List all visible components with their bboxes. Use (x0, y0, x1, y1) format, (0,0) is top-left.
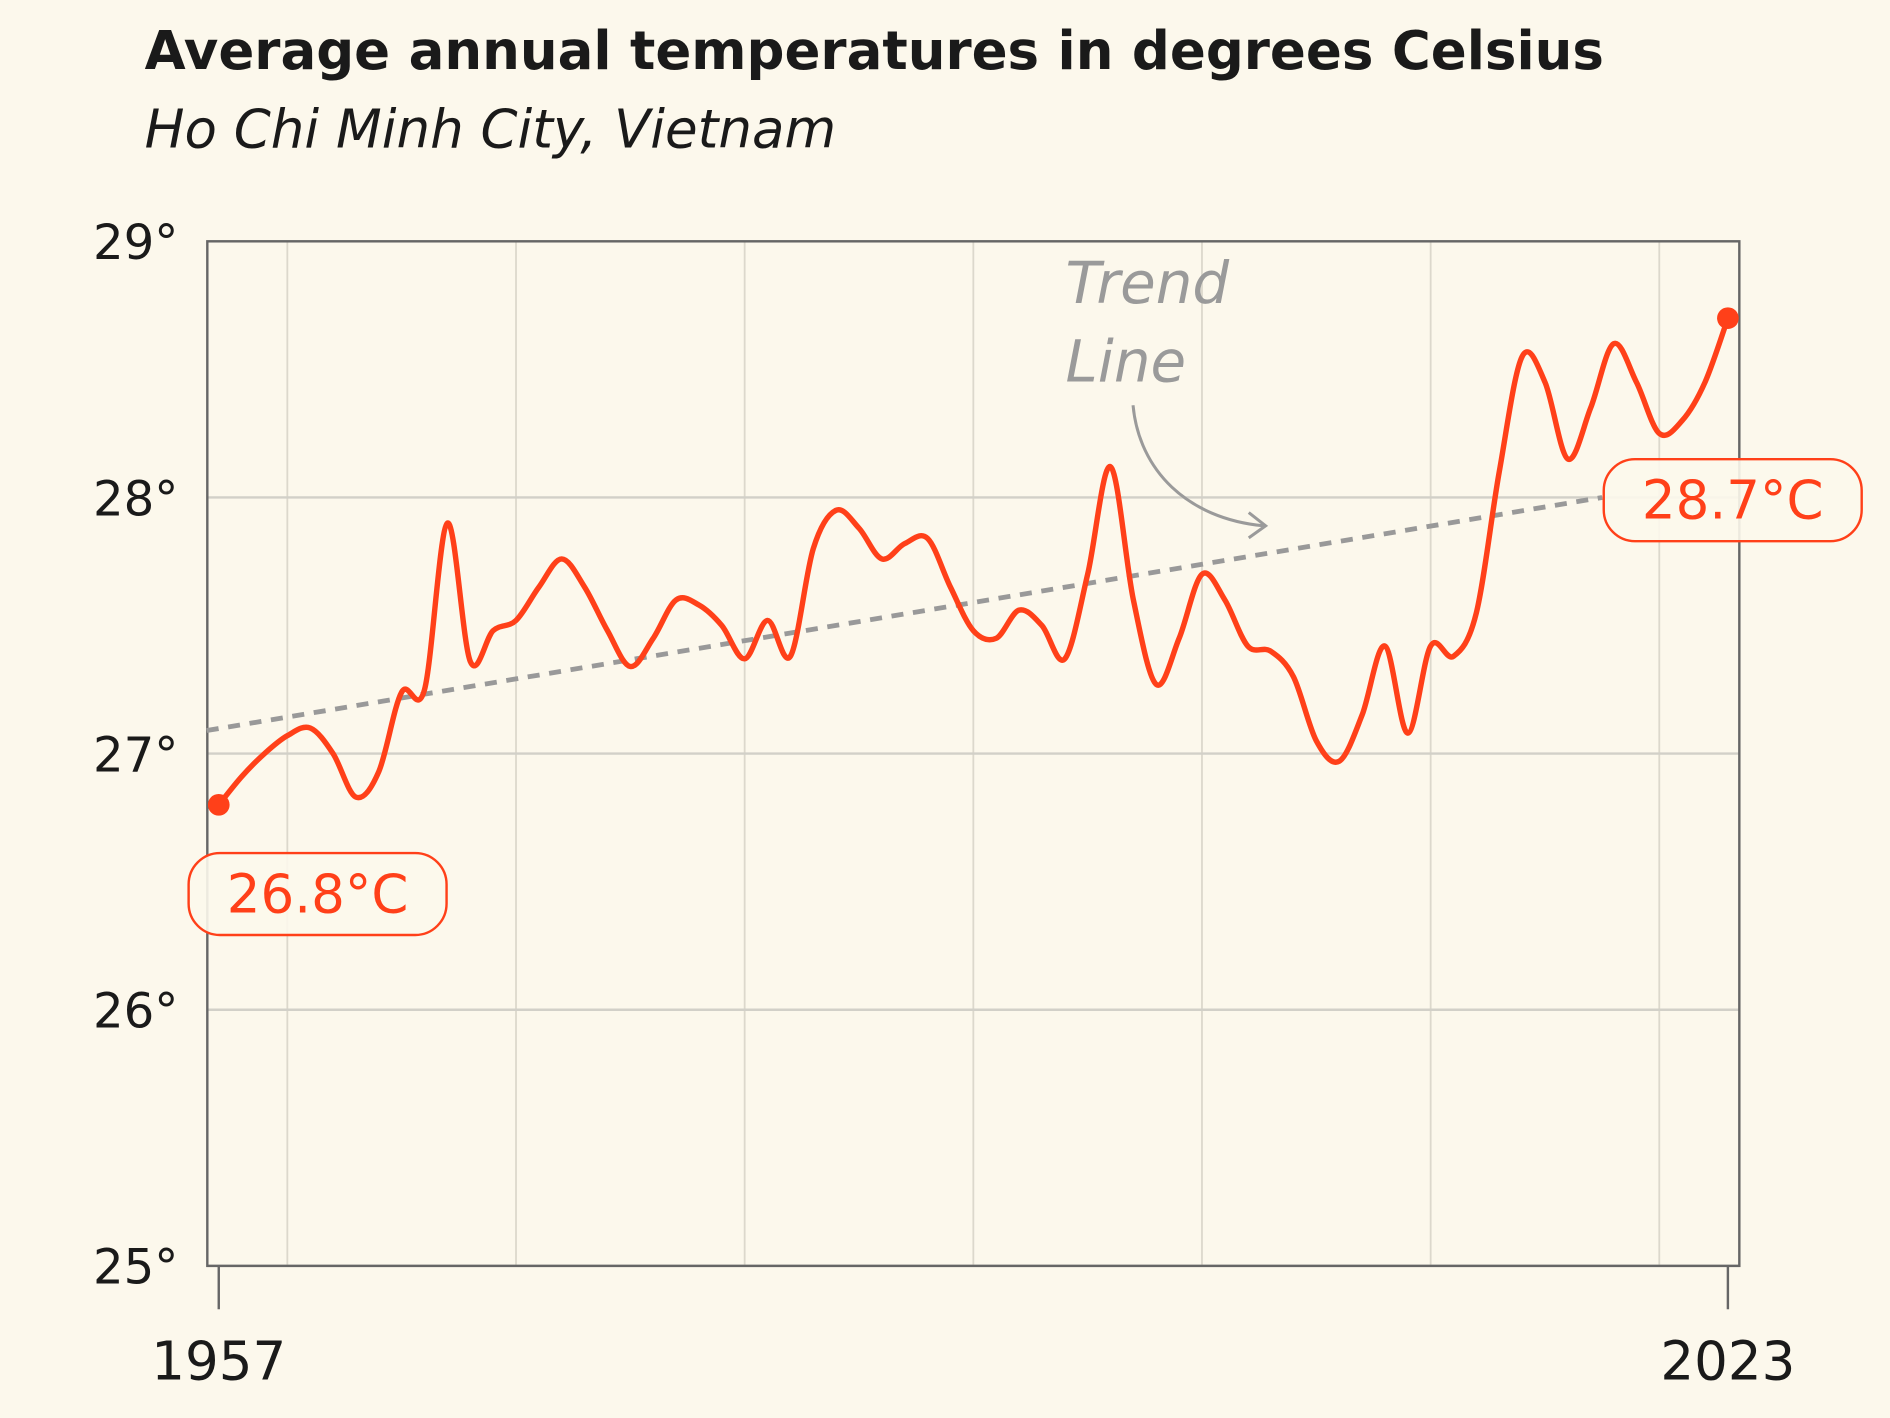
y-tick-label: 27° (93, 727, 178, 783)
end-point (207, 793, 230, 816)
annotation-arrow (1131, 405, 1264, 528)
y-tick-label: 28° (93, 471, 178, 527)
x-tick-label: 1957 (151, 1330, 286, 1392)
plot-frame (206, 240, 1741, 1268)
label-box (1602, 457, 1863, 543)
y-tick-label: 29° (93, 215, 178, 271)
label-box (187, 851, 448, 937)
y-tick-label: 26° (93, 984, 178, 1040)
chart-subtitle: Ho Chi Minh City, Vietnam (145, 98, 837, 160)
data-line (216, 317, 1731, 807)
chart-title: Average annual temperatures in degrees C… (145, 20, 1604, 82)
data-label: 28.7°C (1642, 469, 1824, 531)
end-point (1717, 307, 1739, 330)
x-tick-label: 2023 (1660, 1330, 1795, 1392)
trend-line (206, 495, 1603, 733)
data-label: 26.8°C (227, 863, 409, 925)
annotation: Line (1066, 328, 1187, 396)
y-tick-label: 25° (93, 1240, 178, 1296)
annotation-arrowhead (1247, 511, 1269, 540)
annotation: Trend (1066, 249, 1230, 317)
